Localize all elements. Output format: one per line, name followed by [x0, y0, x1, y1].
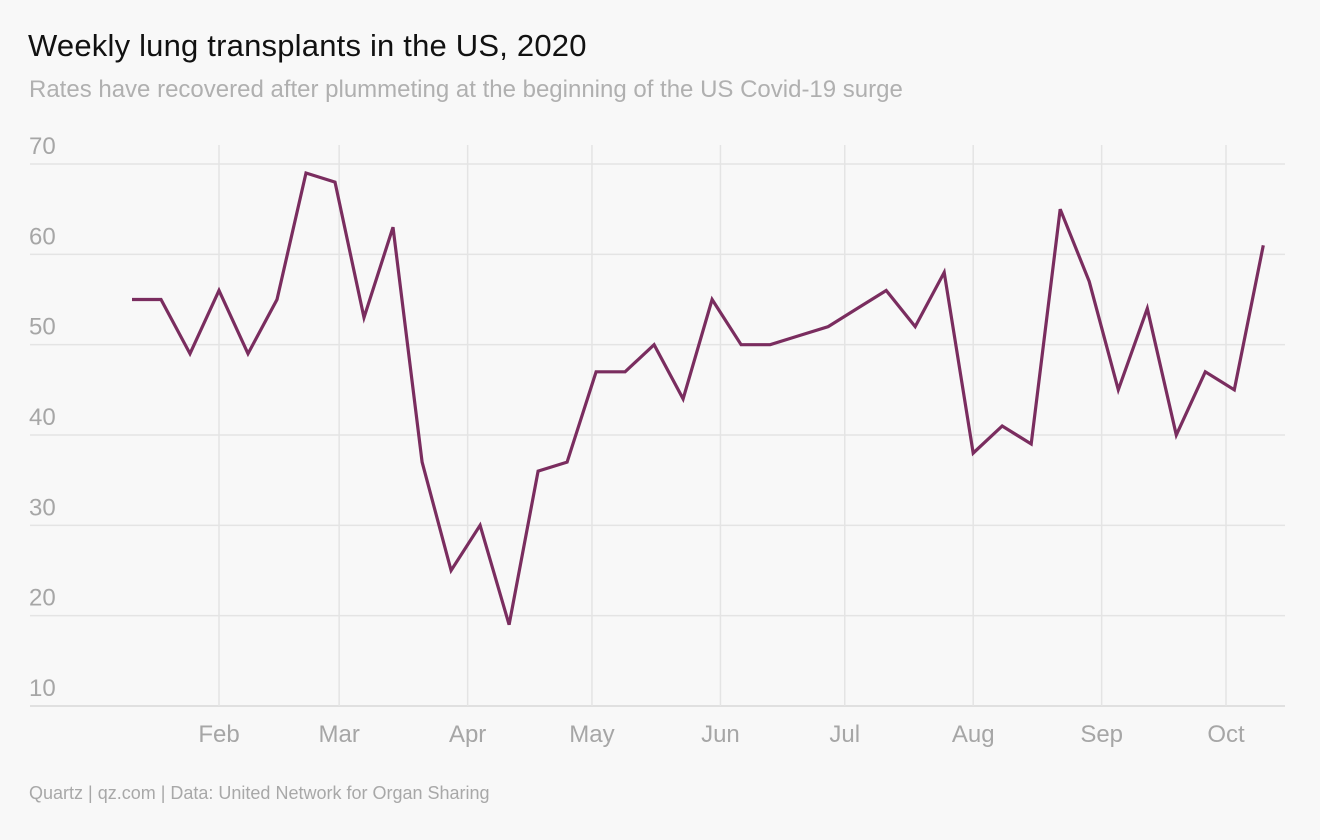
x-tick-label: Jul [829, 721, 860, 748]
y-tick-label: 40 [29, 404, 56, 431]
x-tick-label: Jun [701, 721, 740, 748]
y-tick-label: 70 [29, 133, 56, 160]
y-tick-label: 30 [29, 494, 56, 521]
y-tick-label: 10 [29, 675, 56, 702]
chart-subtitle: Rates have recovered after plummeting at… [29, 76, 903, 103]
x-tick-label: Mar [319, 721, 360, 748]
x-tick-label: Aug [952, 721, 995, 748]
x-tick-label: Apr [449, 721, 486, 748]
y-tick-label: 50 [29, 314, 56, 341]
y-axis-ticks: 10 20 30 40 50 60 70 [29, 133, 56, 702]
source-note: Quartz | qz.com | Data: United Network f… [29, 783, 490, 803]
x-tick-label: Sep [1080, 721, 1123, 748]
y-tick-label: 20 [29, 585, 56, 612]
x-tick-label: Oct [1207, 721, 1245, 748]
grid [30, 145, 1285, 707]
series-line-group [132, 170, 1265, 626]
series-line [132, 170, 1265, 626]
x-tick-label: Feb [198, 721, 239, 748]
y-tick-label: 60 [29, 223, 56, 250]
x-tick-label: May [569, 721, 614, 748]
chart-title: Weekly lung transplants in the US, 2020 [28, 28, 587, 63]
x-axis-ticks: Feb Mar Apr May Jun Jul Aug Sep Oct [198, 721, 1245, 748]
